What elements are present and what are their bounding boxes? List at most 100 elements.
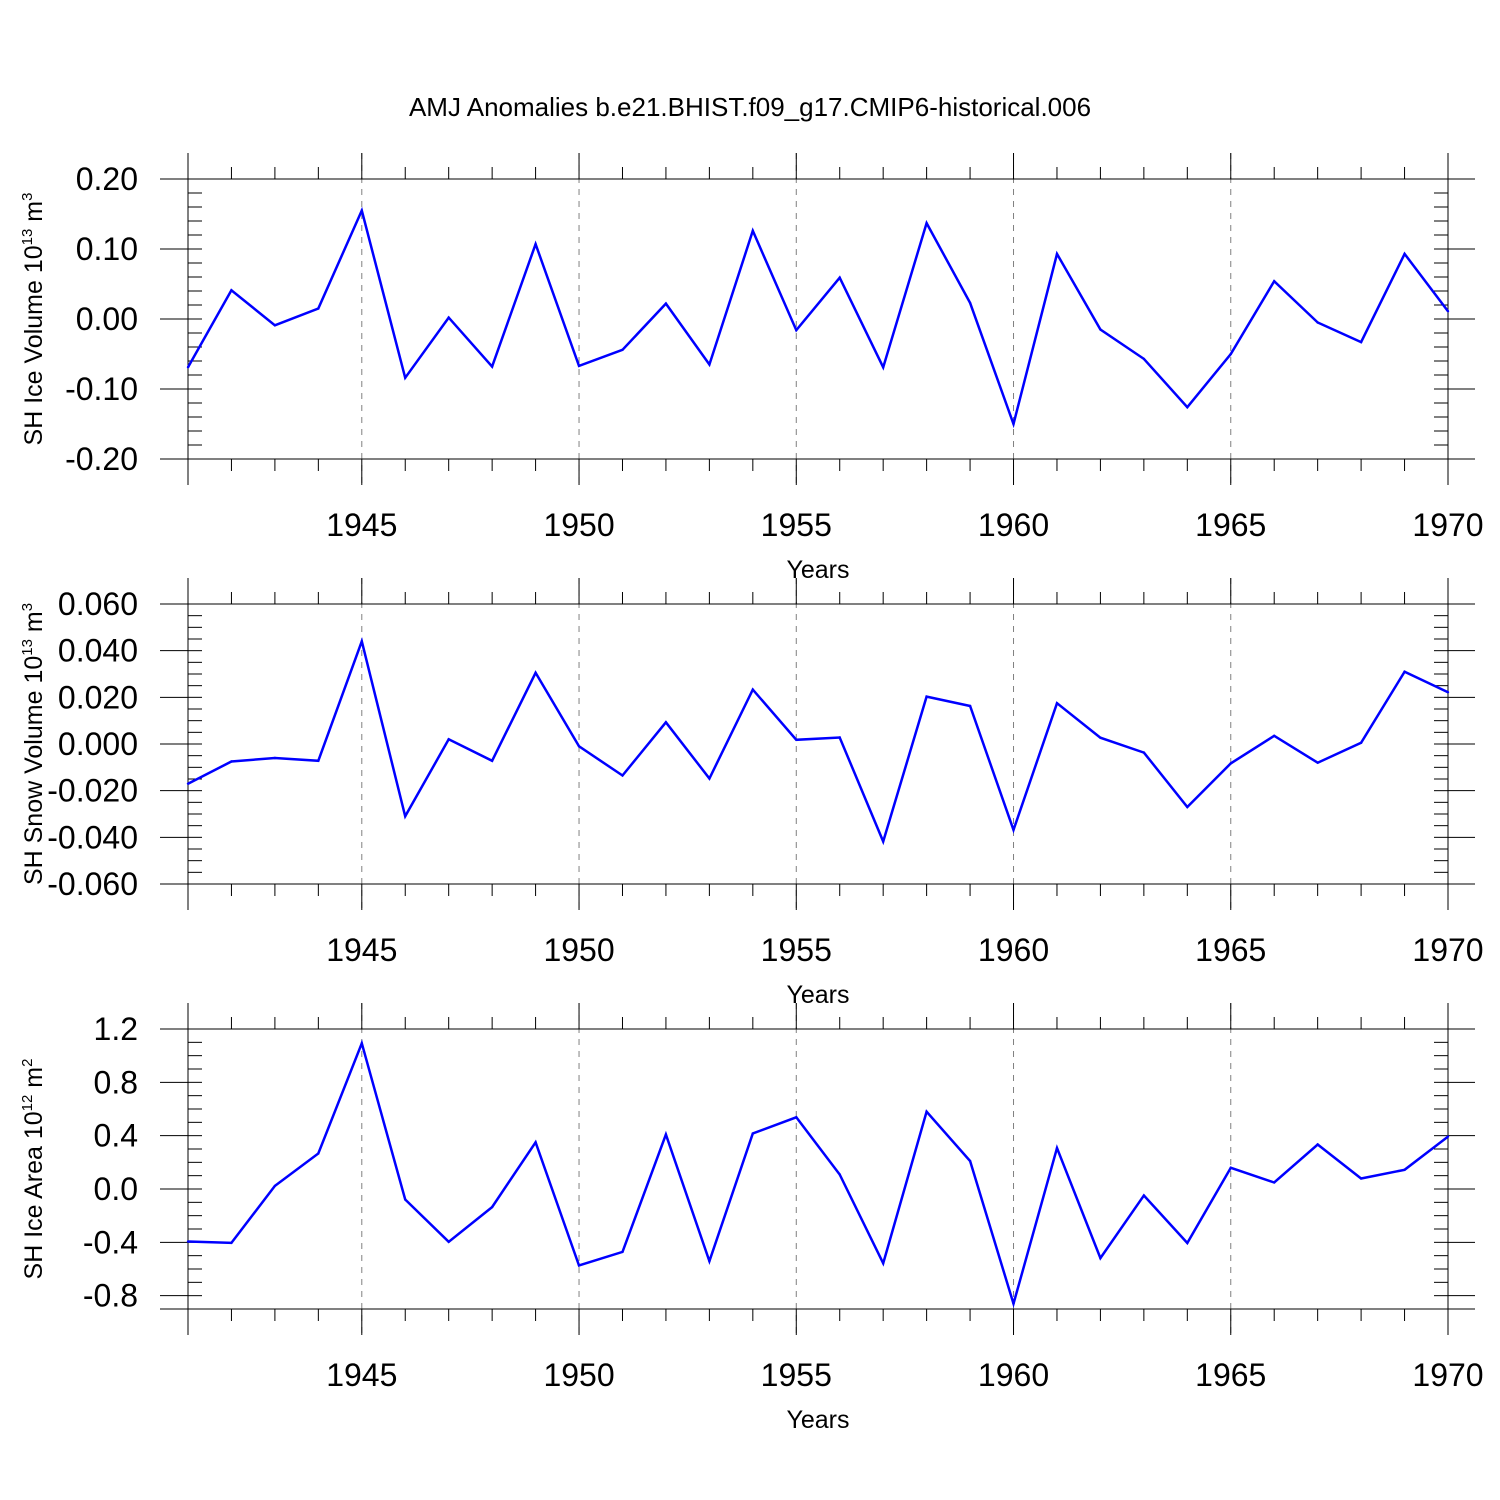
data-point [1055, 1146, 1059, 1150]
data-point [1273, 734, 1276, 738]
data-point [621, 774, 624, 777]
data-point [621, 348, 624, 351]
data-point [1359, 741, 1363, 745]
data-point [186, 1240, 190, 1243]
panel-3: 1.2 0.8 0.4 0.0 -0.4 -0.8 1945 1950 1955 1960 1965… [19, 1003, 1484, 1434]
data-point [1099, 736, 1102, 739]
data-point [1055, 701, 1059, 705]
y-tick-label: 0.000 [58, 726, 138, 762]
data-point [490, 759, 494, 762]
data-point [1186, 406, 1189, 409]
data-point [317, 759, 320, 762]
y-tick-label: -0.040 [47, 819, 138, 855]
panel-1: 0.20 0.10 0.00 -0.10 -0.20 1945 1950 1955 1960 19… [19, 153, 1484, 584]
x-tick-label: 1960 [978, 932, 1049, 968]
data-point [1142, 751, 1146, 754]
data-point [1316, 321, 1319, 324]
data-point [1446, 691, 1450, 694]
data-point [1099, 1256, 1102, 1260]
data-point [1055, 252, 1059, 256]
data-point [230, 1241, 233, 1245]
data-point [186, 782, 190, 785]
series-line [187, 1039, 1449, 1309]
data-point [447, 1240, 450, 1244]
data-point [751, 229, 755, 232]
data-point [317, 1152, 320, 1155]
data-point [1142, 1194, 1146, 1197]
data-point [1359, 340, 1363, 344]
data-point [534, 671, 537, 675]
y-tick-label: -0.10 [65, 371, 138, 407]
data-point [795, 1116, 798, 1119]
data-point [273, 324, 277, 327]
data-point [490, 1205, 494, 1209]
data-point [751, 688, 755, 691]
data-point [404, 1198, 407, 1201]
data-point [1012, 422, 1015, 426]
data-point [230, 289, 233, 292]
data-point [577, 745, 581, 748]
y-tick-label: 0.00 [76, 301, 138, 337]
data-point [1229, 352, 1232, 356]
data-point [360, 209, 363, 212]
data-point [1273, 1181, 1276, 1184]
data-point [968, 704, 972, 708]
series-line [187, 637, 1449, 846]
data-point [317, 307, 320, 310]
data-point [708, 1259, 711, 1263]
y-tick-label: 0.10 [76, 231, 138, 267]
x-axis-label: Years [786, 981, 849, 1009]
y-axis-label: SH Ice Area 1012 m2 [19, 1059, 48, 1280]
data-point [1099, 328, 1102, 331]
data-point [1446, 1135, 1450, 1138]
y-tick-label: -0.020 [47, 773, 138, 809]
data-point [664, 1133, 668, 1136]
data-point [534, 242, 537, 246]
series-line [186, 206, 1449, 429]
data-point [621, 1250, 624, 1254]
data-point [534, 1141, 537, 1144]
data-point [664, 302, 668, 305]
x-axis-label: Years [786, 556, 849, 584]
y-tick-label: 1.2 [94, 1011, 138, 1047]
data-point [1186, 1241, 1189, 1245]
data-point [1273, 280, 1276, 283]
x-tick-label: 1965 [1195, 507, 1266, 543]
data-point [1012, 1302, 1015, 1305]
x-tick-label: 1950 [543, 507, 614, 543]
data-point [1316, 1143, 1319, 1146]
data-point [360, 1042, 363, 1045]
y-tick-label: 0.4 [94, 1118, 138, 1154]
data-point [881, 840, 885, 843]
y-tick-label: 0.0 [94, 1171, 138, 1207]
data-point [230, 760, 233, 763]
data-point [273, 1184, 277, 1188]
data-point [968, 301, 972, 305]
data-point [1316, 761, 1319, 764]
data-point [925, 695, 928, 698]
x-tick-label: 1970 [1412, 507, 1483, 543]
data-point [708, 363, 711, 366]
data-point [447, 738, 450, 741]
data-point [1186, 805, 1189, 809]
x-axis-label: Years [786, 1406, 849, 1434]
data-point [1403, 1168, 1406, 1172]
data-point [186, 366, 190, 369]
x-tick-label: 1950 [543, 1357, 614, 1393]
x-tick-label: 1960 [978, 1357, 1049, 1393]
x-tick-label: 1950 [543, 932, 614, 968]
data-point [360, 640, 363, 643]
chart-title: AMJ Anomalies b.e21.BHIST.f09_g17.CMIP6-… [409, 92, 1091, 122]
x-tick-label: 1955 [761, 507, 832, 543]
y-tick-label: 0.8 [94, 1064, 138, 1100]
data-point [1446, 310, 1450, 313]
data-point [881, 366, 885, 369]
x-tick-label: 1955 [761, 1357, 832, 1393]
y-tick-label: -0.8 [83, 1278, 138, 1314]
data-point [1403, 252, 1406, 256]
data-point [577, 1264, 581, 1267]
data-point [708, 777, 711, 780]
x-tick-label: 1945 [326, 932, 397, 968]
data-point [1229, 1166, 1232, 1170]
